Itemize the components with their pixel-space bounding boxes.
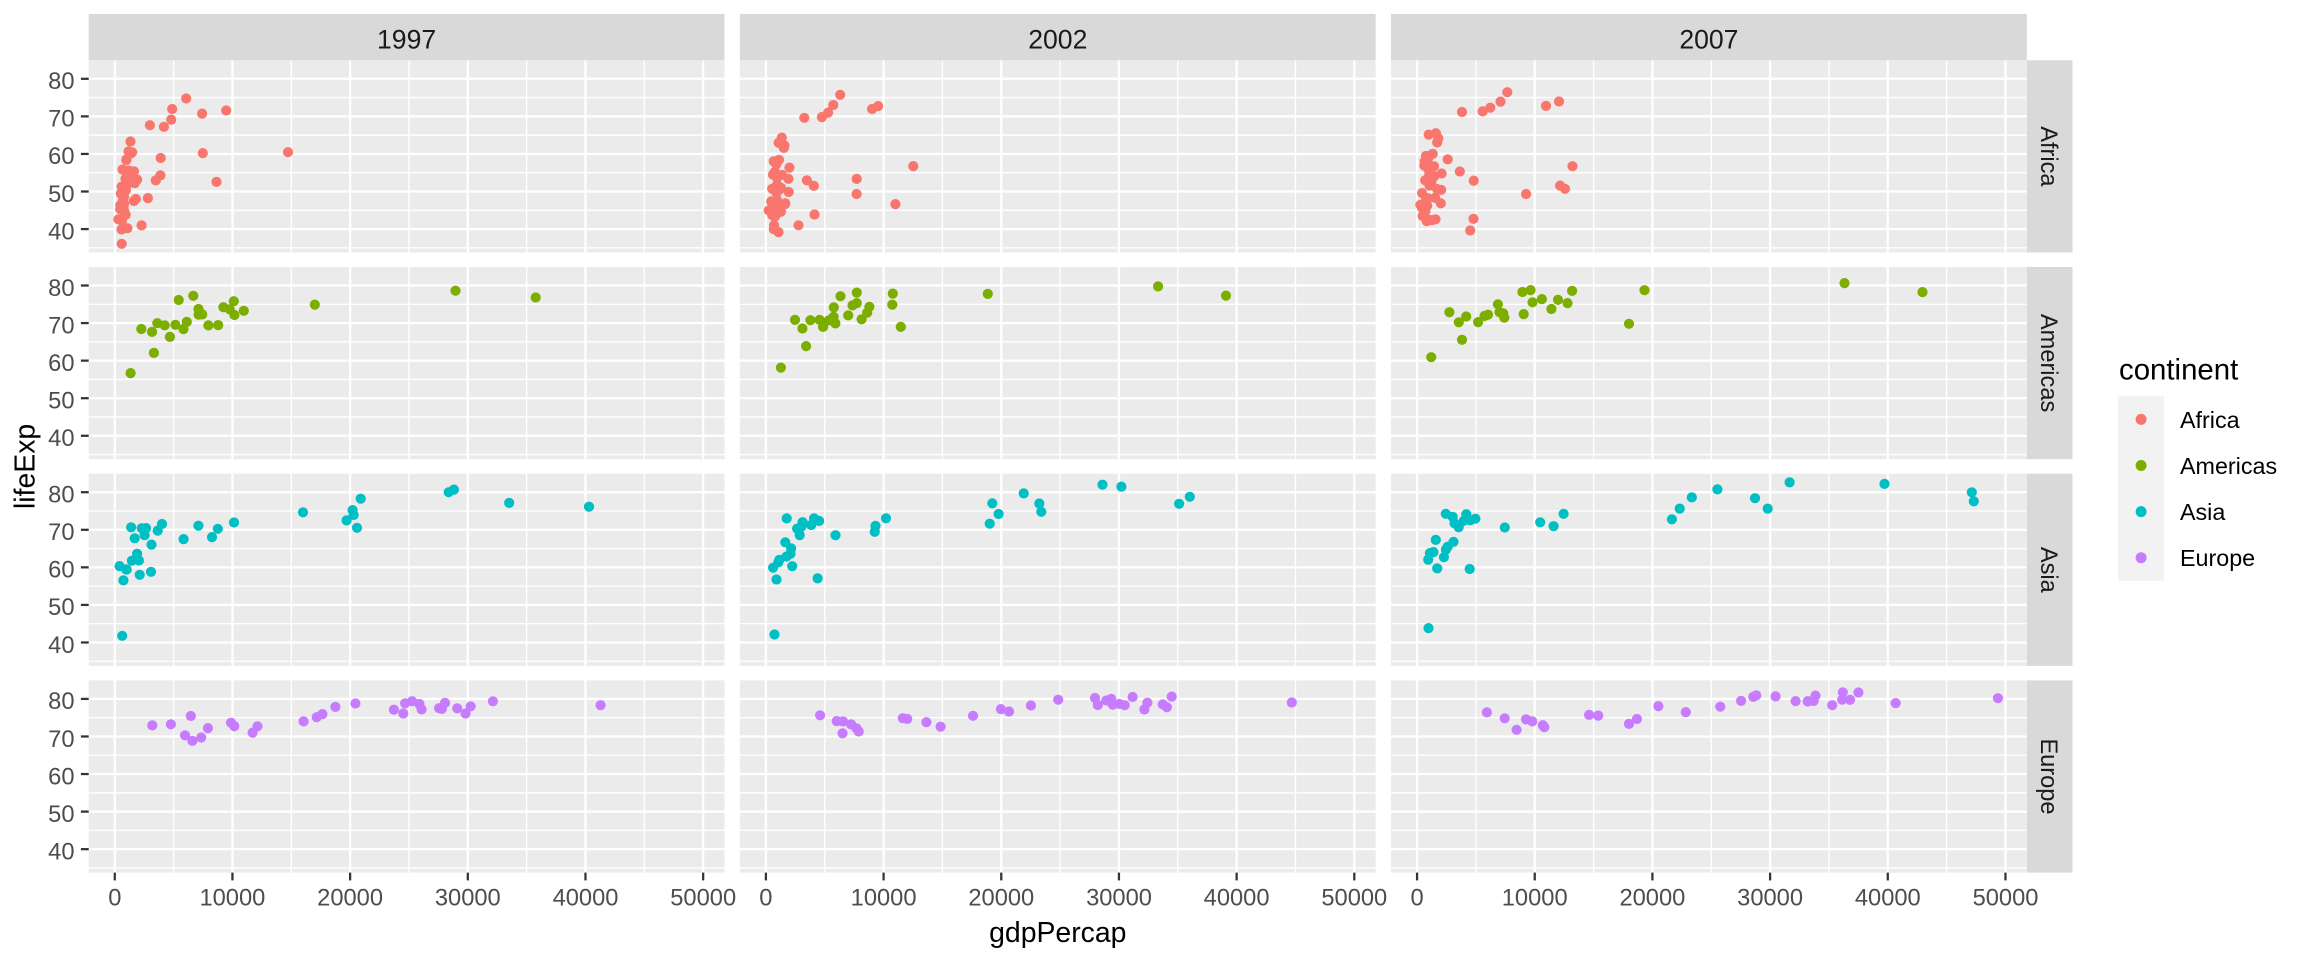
svg-text:80: 80	[48, 483, 74, 509]
svg-text:10000: 10000	[199, 886, 265, 912]
svg-text:50: 50	[48, 802, 74, 828]
svg-text:20000: 20000	[968, 886, 1034, 912]
svg-text:60: 60	[48, 144, 74, 170]
svg-text:50000: 50000	[1973, 886, 2039, 912]
svg-text:70: 70	[48, 520, 74, 546]
svg-text:Americas: Americas	[2180, 453, 2277, 479]
svg-text:50000: 50000	[670, 886, 736, 912]
svg-text:2002: 2002	[1028, 24, 1087, 54]
svg-text:Europe: Europe	[2180, 545, 2255, 571]
svg-text:60: 60	[48, 558, 74, 584]
svg-text:70: 70	[48, 313, 74, 339]
svg-text:80: 80	[48, 689, 74, 715]
svg-text:0: 0	[108, 886, 121, 912]
svg-text:30000: 30000	[1086, 886, 1152, 912]
svg-text:40: 40	[48, 426, 74, 452]
svg-text:2007: 2007	[1679, 24, 1738, 54]
svg-text:40: 40	[48, 633, 74, 659]
svg-text:20000: 20000	[317, 886, 383, 912]
svg-text:lifeExp: lifeExp	[10, 424, 42, 509]
svg-text:50: 50	[48, 389, 74, 415]
svg-text:1997: 1997	[377, 24, 436, 54]
svg-text:70: 70	[48, 107, 74, 133]
svg-text:30000: 30000	[435, 886, 501, 912]
svg-text:40000: 40000	[553, 886, 619, 912]
svg-text:continent: continent	[2119, 353, 2238, 386]
svg-text:30000: 30000	[1737, 886, 1803, 912]
svg-text:50: 50	[48, 595, 74, 621]
svg-text:40: 40	[48, 840, 74, 866]
svg-text:80: 80	[48, 69, 74, 95]
svg-text:gdpPercap: gdpPercap	[989, 917, 1126, 949]
svg-text:Asia: Asia	[2035, 547, 2061, 594]
svg-text:0: 0	[1411, 886, 1424, 912]
svg-text:Africa: Africa	[2035, 126, 2061, 187]
svg-text:80: 80	[48, 276, 74, 302]
svg-text:Americas: Americas	[2035, 314, 2061, 412]
svg-text:10000: 10000	[851, 886, 917, 912]
svg-text:10000: 10000	[1502, 886, 1568, 912]
svg-text:20000: 20000	[1619, 886, 1685, 912]
svg-text:60: 60	[48, 351, 74, 377]
svg-text:40000: 40000	[1855, 886, 1921, 912]
svg-text:Asia: Asia	[2180, 499, 2225, 525]
svg-text:40000: 40000	[1204, 886, 1270, 912]
svg-text:Africa: Africa	[2180, 407, 2240, 433]
svg-text:Europe: Europe	[2035, 738, 2061, 814]
svg-text:40: 40	[48, 219, 74, 245]
svg-text:0: 0	[759, 886, 772, 912]
svg-text:60: 60	[48, 764, 74, 790]
svg-text:50: 50	[48, 182, 74, 208]
svg-text:70: 70	[48, 727, 74, 753]
svg-text:50000: 50000	[1321, 886, 1387, 912]
